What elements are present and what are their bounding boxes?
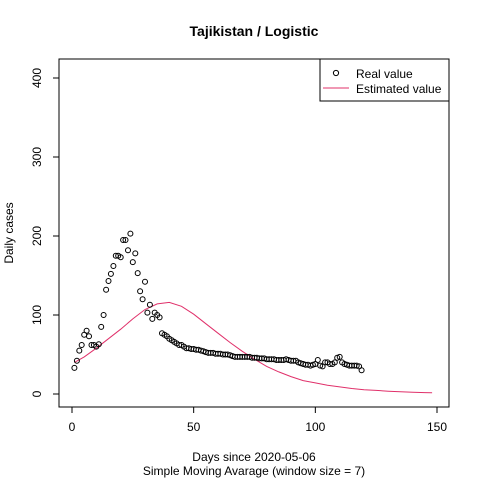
real-value-point [100,312,107,318]
x-axis-label: Days since 2020-05-06 [192,450,316,464]
real-value-point [107,270,114,277]
real-value-point [132,250,139,257]
x-tick-label: 0 [69,420,76,434]
legend-box [319,58,450,102]
real-value-point [156,314,163,321]
real-points [71,230,365,374]
y-axis-label: Daily cases [2,202,16,263]
real-value-point [117,254,124,261]
x-tick-label: 50 [187,420,201,434]
x-tick-label: 100 [305,420,325,434]
real-value-point [76,347,83,354]
real-value-point [129,259,136,266]
real-value-point [83,327,90,334]
real-value-point [334,354,341,361]
real-value-point [71,364,78,371]
legend: Real value Estimated value [319,58,450,102]
x-axis: 0 50 100 150 [69,406,447,434]
y-tick-label: 400 [30,68,44,88]
real-value-point [103,286,110,293]
real-value-point [110,263,117,269]
real-value-point [120,237,127,243]
real-value-point [358,367,365,374]
legend-real-label: Real value [356,67,413,81]
real-value-point [127,230,134,237]
real-value-point [78,342,85,348]
x-axis-subtitle: Simple Moving Avarage (window size = 7) [143,464,365,478]
y-tick-label: 0 [30,390,44,397]
legend-real-marker [332,69,340,77]
x-tick-label: 150 [427,420,447,434]
real-value-point [144,309,151,316]
y-tick-label: 200 [30,226,44,246]
y-tick-label: 300 [30,147,44,167]
real-value-point [134,270,141,277]
y-axis: 0 100 200 300 400 [30,68,60,397]
real-value-point [142,278,148,285]
real-value-point [331,359,338,366]
y-tick-label: 100 [30,305,44,325]
real-value-point [314,357,321,363]
legend-estimated-label: Estimated value [356,82,442,96]
real-value-point [73,357,80,364]
real-value-point [146,301,153,308]
real-value-point [137,288,144,295]
real-value-point [98,323,105,330]
real-value-point [139,296,146,303]
chart-title: Tajikistan / Logistic [190,23,319,39]
real-value-point [336,353,343,360]
real-value-point [86,333,92,340]
real-value-point [122,237,129,243]
real-value-point [125,247,131,254]
real-value-point [95,341,102,348]
real-value-point [105,278,112,284]
real-value-point [149,315,156,322]
